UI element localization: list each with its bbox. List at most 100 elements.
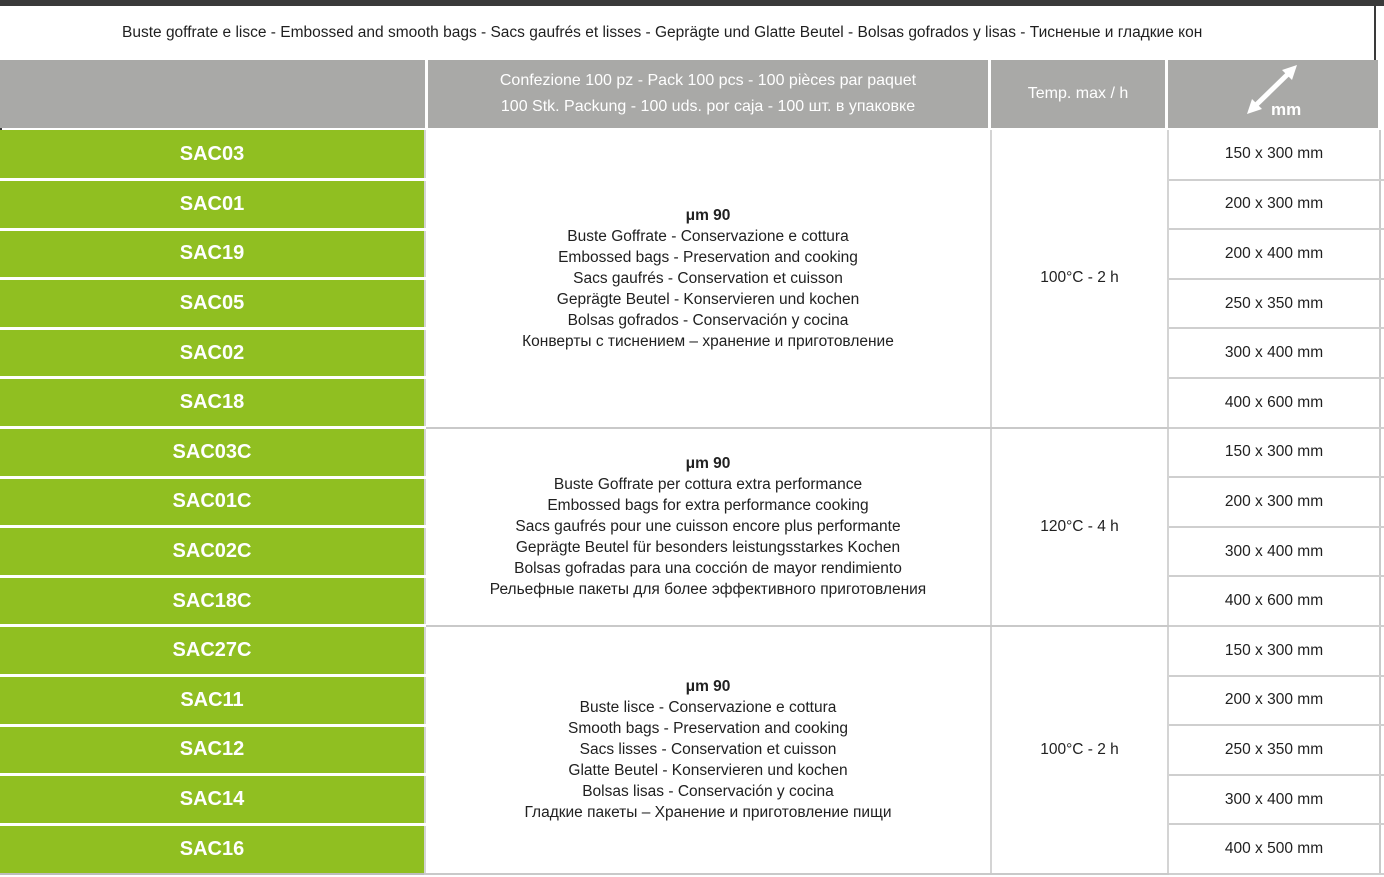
cutoff-column-sliver	[1380, 278, 1384, 330]
top-dark-bar	[0, 0, 1384, 6]
temp-max-cell: 100°C - 2 h	[991, 625, 1169, 875]
pack-header-line2: 100 Stk. Packung - 100 uds. por caja - 1…	[500, 98, 916, 115]
description-cell: μm 90 Buste Goffrate per cottura extra p…	[425, 427, 992, 627]
product-code-cell: SAC01	[0, 179, 426, 231]
cutoff-column-sliver	[1380, 130, 1384, 181]
table-row: SAC02 300 x 400 mm	[0, 328, 1384, 380]
description-line: Buste Goffrate per cottura extra perform…	[553, 476, 863, 494]
size-cell: 200 x 300 mm	[1168, 179, 1381, 231]
product-code-cell: SAC27C	[0, 625, 426, 678]
description-line: Bolsas gofradas para una cocción de mayo…	[514, 560, 902, 578]
description-line: Sacs gaufrés - Conservation et cuisson	[573, 269, 843, 287]
table-row: SAC05 250 x 350 mm	[0, 278, 1384, 330]
micron-label: μm 90	[685, 678, 731, 696]
product-code-cell: SAC12	[0, 725, 426, 777]
cutoff-column-sliver	[1380, 179, 1384, 231]
product-code-cell: SAC03	[0, 130, 426, 182]
size-cell: 400 x 600 mm	[1168, 377, 1381, 429]
cutoff-column-sliver	[1380, 229, 1384, 280]
temp-header-cell: Temp. max / h	[991, 60, 1165, 128]
description-line: Embossed bags - Preservation and cooking	[558, 248, 858, 266]
product-code-cell: SAC01C	[0, 477, 426, 529]
product-code-cell: SAC05	[0, 278, 426, 330]
product-code-cell: SAC19	[0, 229, 426, 281]
cutoff-column-sliver	[1380, 328, 1384, 379]
table-row: SAC27C μm 90 Buste lisce - Conservazione…	[0, 625, 1384, 875]
page-title: Buste goffrate e lisce - Embossed and sm…	[122, 24, 1203, 41]
description-cell: μm 90 Buste Goffrate - Conservazione e c…	[425, 130, 992, 429]
size-cell: 250 x 350 mm	[1168, 278, 1381, 330]
description-line: Buste lisce - Conservazione e cottura	[579, 699, 837, 717]
product-code-cell: SAC18C	[0, 576, 426, 628]
product-code-cell: SAC16	[0, 824, 426, 875]
size-cell: 300 x 400 mm	[1168, 774, 1381, 826]
title-bar: Buste goffrate e lisce - Embossed and sm…	[0, 6, 1376, 60]
size-cell: 150 x 300 mm	[1168, 427, 1381, 479]
description-line: Рельефные пакеты для более эффективного …	[489, 581, 927, 599]
pack-header-cell: Confezione 100 pz - Pack 100 pcs - 100 p…	[428, 60, 988, 128]
description-line: Bolsas lisas - Conservación y cocina	[582, 783, 834, 801]
product-code-cell: SAC03C	[0, 427, 426, 479]
table-row: SAC02C 300 x 400 mm	[0, 526, 1384, 578]
description-line: Гладкие пакеты – Хранение и приготовлени…	[524, 804, 892, 822]
code-header-cell	[0, 60, 425, 128]
pack-header-line1: Confezione 100 pz - Pack 100 pcs - 100 p…	[499, 72, 917, 89]
cutoff-column-sliver	[1380, 477, 1384, 528]
product-code-cell: SAC14	[0, 774, 426, 826]
table-row: SAC18C 400 x 600 mm	[0, 576, 1384, 628]
temp-header-label: Temp. max / h	[1027, 85, 1129, 102]
cutoff-column-sliver	[1380, 526, 1384, 578]
cutoff-column-sliver	[1380, 625, 1384, 677]
size-cell: 150 x 300 mm	[1168, 130, 1381, 181]
description-line: Embossed bags for extra performance cook…	[547, 497, 869, 515]
table-row: SAC14 300 x 400 mm	[0, 774, 1384, 826]
cutoff-column-sliver	[1380, 377, 1384, 429]
cutoff-column-sliver	[1380, 427, 1384, 479]
table-row: SAC01C 200 x 300 mm	[0, 477, 1384, 529]
micron-label: μm 90	[685, 206, 731, 224]
table-row: SAC19 200 x 400 mm	[0, 229, 1384, 281]
product-code-cell: SAC02C	[0, 526, 426, 578]
diagonal-resize-arrow-icon: mm	[1237, 62, 1309, 127]
table-row: SAC12 250 x 350 mm	[0, 725, 1384, 777]
temp-max-cell: 100°C - 2 h	[991, 130, 1169, 429]
description-line: Geprägte Beutel für besonders leistungss…	[515, 539, 901, 557]
temp-max-cell: 120°C - 4 h	[991, 427, 1169, 627]
description-line: Конверты с тиснением – хранение и пригот…	[522, 332, 894, 350]
size-cell: 150 x 300 mm	[1168, 625, 1381, 677]
cutoff-column-sliver	[1380, 675, 1384, 727]
description-line: Bolsas gofrados - Conservación y cocina	[567, 311, 849, 329]
table-row: SAC01 200 x 300 mm	[0, 179, 1384, 231]
size-cell: 300 x 400 mm	[1168, 328, 1381, 379]
product-table: SAC03 μm 90 Buste Goffrate - Conservazio…	[0, 130, 1384, 875]
description-line: Sacs lisses - Conservation et cuisson	[579, 741, 837, 759]
table-header-row: Confezione 100 pz - Pack 100 pcs - 100 p…	[0, 60, 1378, 128]
size-cell: 400 x 600 mm	[1168, 576, 1381, 627]
table-row: SAC03C μm 90 Buste Goffrate per cottura …	[0, 427, 1384, 627]
product-code-cell: SAC11	[0, 675, 426, 727]
description-line: Smooth bags - Preservation and cooking	[567, 720, 849, 738]
description-line: Glatte Beutel - Konservieren und kochen	[568, 762, 848, 780]
table-row: SAC03 μm 90 Buste Goffrate - Conservazio…	[0, 130, 1384, 429]
cutoff-column-sliver	[1380, 824, 1384, 875]
size-cell: 300 x 400 mm	[1168, 526, 1381, 578]
size-cell: 200 x 300 mm	[1168, 477, 1381, 528]
size-header-cell: mm	[1168, 60, 1378, 128]
table-row: SAC11 200 x 300 mm	[0, 675, 1384, 727]
size-cell: 200 x 300 mm	[1168, 675, 1381, 727]
size-cell: 200 x 400 mm	[1168, 229, 1381, 280]
description-cell: μm 90 Buste lisce - Conservazione e cott…	[425, 625, 992, 875]
description-line: Buste Goffrate - Conservazione e cottura	[567, 227, 849, 245]
table-row: SAC18 400 x 600 mm	[0, 377, 1384, 430]
size-unit-label: mm	[1271, 100, 1301, 118]
description-line: Geprägte Beutel - Konservieren und koche…	[556, 290, 860, 308]
cutoff-column-sliver	[1380, 725, 1384, 776]
size-cell: 400 x 500 mm	[1168, 824, 1381, 875]
product-code-cell: SAC02	[0, 328, 426, 380]
micron-label: μm 90	[685, 455, 731, 473]
cutoff-column-sliver	[1380, 774, 1384, 826]
description-line: Sacs gaufrés pour une cuisson encore plu…	[515, 518, 901, 536]
table-row: SAC16 400 x 500 mm	[0, 824, 1384, 875]
cutoff-column-sliver	[1380, 576, 1384, 627]
product-code-cell: SAC18	[0, 377, 426, 430]
